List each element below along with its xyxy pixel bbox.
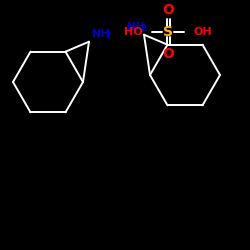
Text: HO: HO xyxy=(124,27,143,37)
Text: 2: 2 xyxy=(141,24,146,33)
Text: OH: OH xyxy=(193,27,212,37)
Text: NH: NH xyxy=(92,29,110,39)
Text: S: S xyxy=(163,25,173,39)
Text: O: O xyxy=(162,3,174,17)
Text: 2: 2 xyxy=(105,31,110,40)
Text: NH: NH xyxy=(127,22,144,32)
Text: O: O xyxy=(162,47,174,61)
